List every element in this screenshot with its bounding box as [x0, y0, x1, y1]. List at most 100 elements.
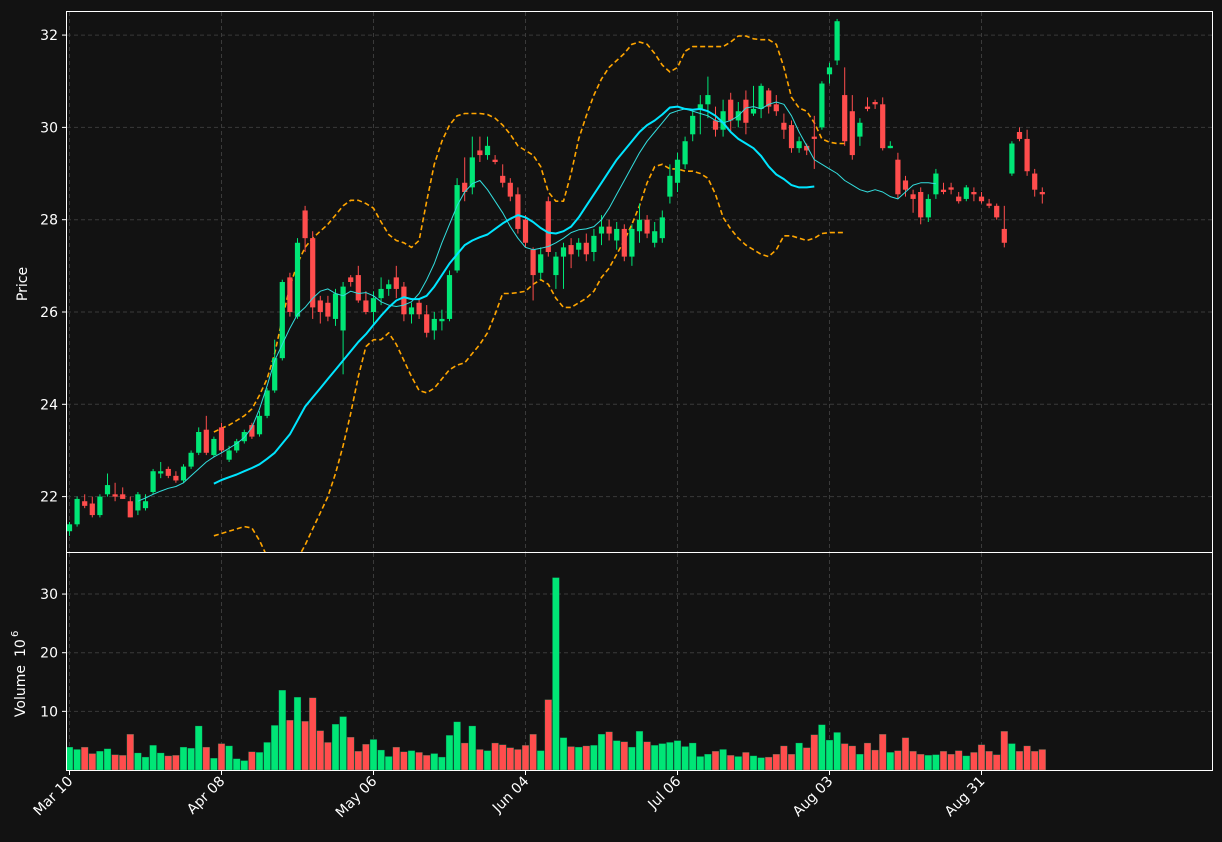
volume-bar [795, 742, 803, 771]
candle-body [294, 242, 301, 317]
volume-bar [863, 742, 872, 771]
bollinger-bands [213, 35, 845, 552]
volume-bar [438, 756, 446, 771]
volume-bar [932, 754, 940, 771]
candle-body [667, 175, 673, 197]
volume-bar [765, 756, 773, 771]
candle-body [401, 286, 407, 315]
volume-bar [810, 734, 818, 771]
volume-bar [719, 749, 727, 771]
candle-body [1016, 132, 1023, 139]
candle-body [674, 159, 681, 183]
volume-bar [947, 754, 955, 771]
volume-bar [377, 749, 385, 771]
candle-body [226, 450, 232, 460]
volume-bar [179, 746, 188, 771]
candle-body [386, 284, 392, 289]
candle-body [910, 194, 916, 199]
candle-body [712, 120, 719, 130]
volume-bar [666, 742, 674, 771]
volume-bar [468, 725, 476, 771]
candle-body [925, 198, 931, 218]
volume-bar [985, 751, 993, 771]
volume-bar [818, 724, 826, 771]
volume-bar [187, 748, 195, 771]
volume-bar [445, 735, 454, 771]
candle-body [766, 90, 772, 107]
candle-body [538, 254, 544, 273]
volume-bar [924, 755, 932, 771]
volume-panel-frame [66, 552, 1213, 771]
candle-body [104, 485, 111, 495]
volume-bar [559, 737, 568, 771]
candle-body [796, 141, 802, 149]
volume-bar [977, 744, 986, 771]
price-y-tick-label: 30 [40, 120, 58, 136]
volume-bar [195, 725, 203, 771]
candle-body [598, 226, 605, 234]
candle-body [1039, 192, 1045, 195]
candle-body [857, 122, 863, 137]
volume-bar [909, 751, 917, 771]
volume-bar [293, 697, 302, 771]
volume-bar [521, 745, 530, 771]
volume-bar [286, 719, 294, 771]
candle-body [188, 452, 194, 467]
candle-body [895, 159, 901, 195]
volume-bar [233, 758, 241, 771]
volume-bar [423, 755, 431, 771]
candle-body [256, 415, 263, 435]
volume-bar [354, 751, 362, 771]
volume-bar [628, 746, 636, 771]
candle-body [150, 471, 156, 492]
volume-bar [673, 740, 682, 771]
volume-bar [605, 731, 613, 771]
candle-body [67, 524, 73, 532]
candle-body [530, 249, 536, 276]
volume-bar [499, 744, 507, 771]
volume-bar [240, 760, 248, 771]
candle-body [887, 145, 893, 149]
volume-bar [841, 743, 849, 771]
candle-body [743, 99, 749, 123]
candle-body [576, 242, 582, 250]
candle-body [811, 136, 817, 139]
candle-body [424, 314, 430, 333]
candle-body [1001, 228, 1007, 243]
volume-bar [590, 745, 598, 771]
candle-body [583, 242, 589, 255]
candle-body [302, 210, 308, 239]
volume-axis-label-text: Volume [13, 665, 29, 717]
volume-bar [689, 742, 697, 771]
candle-body [500, 175, 506, 183]
volume-bar [879, 734, 887, 771]
volume-bar [567, 746, 575, 771]
volume-bar [613, 740, 621, 771]
candle-body [218, 427, 225, 451]
candle-body [317, 300, 323, 312]
volume-bar [552, 577, 560, 771]
candle-body [560, 247, 567, 257]
volume-bar [111, 754, 119, 771]
candle-body [446, 275, 453, 319]
volume-bar [453, 721, 461, 771]
volume-bar [347, 737, 355, 771]
candle-body [788, 125, 795, 149]
volume-bar [696, 756, 704, 771]
candle-body [431, 318, 437, 331]
candle-body [158, 471, 164, 474]
candle-body [1009, 143, 1015, 174]
ma-fast-line [137, 101, 936, 502]
volume-bar [856, 754, 864, 771]
volume-bar [491, 742, 499, 771]
volume-bar [157, 752, 165, 771]
volume-bar [172, 755, 180, 771]
volume-bar [955, 750, 963, 771]
volume-bar [1000, 731, 1008, 771]
volume-bar [651, 745, 659, 771]
volume-y-tick-label: 20 [40, 646, 58, 662]
volume-bar [385, 756, 393, 771]
candle-body [120, 494, 126, 499]
candle-body [264, 390, 270, 416]
candle-body [74, 498, 80, 525]
